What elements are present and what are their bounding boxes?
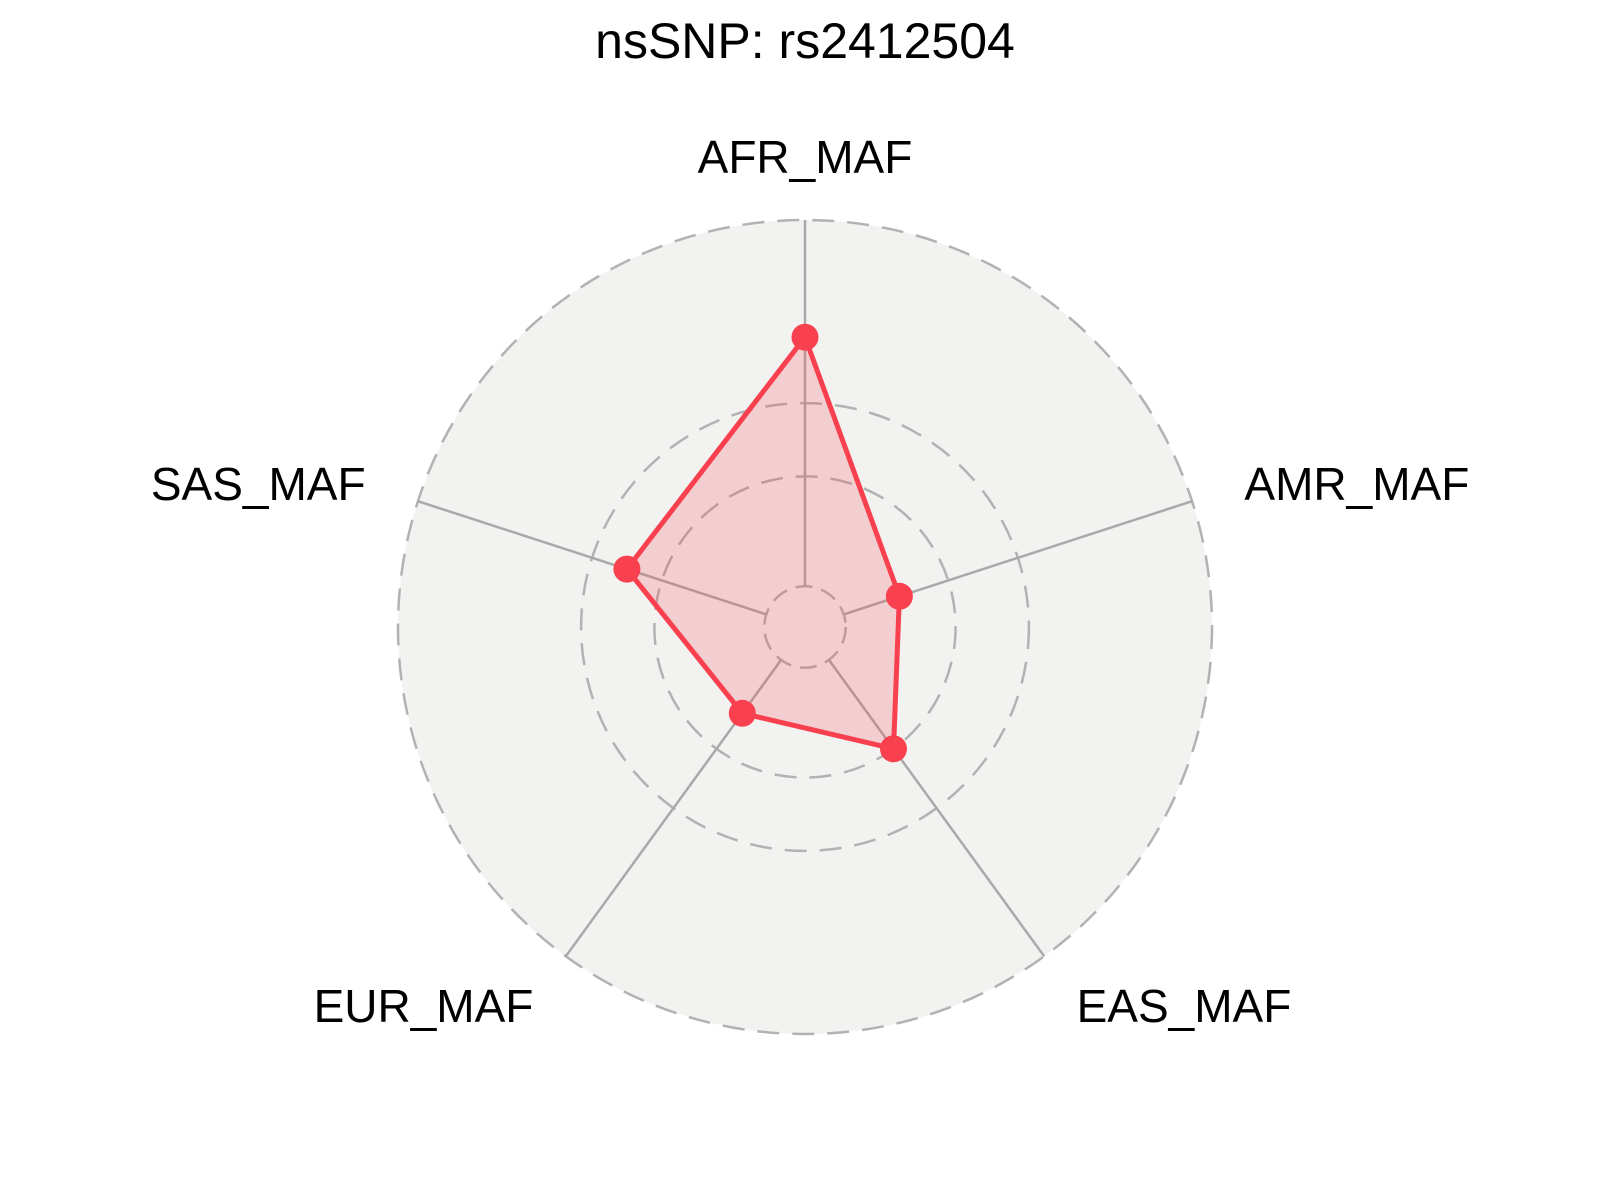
polar-plot: AFR_MAF AMR_MAF EAS_MAF EUR_MAF SAS_MAF [151, 131, 1469, 1036]
chart-title: nsSNP: rs2412504 [595, 13, 1015, 69]
axis-label-SAS_MAF: SAS_MAF [151, 458, 366, 510]
axis-spoke-EAS_MAF [827, 659, 1046, 958]
data-point-EUR_MAF[interactable] [728, 699, 756, 727]
axis-label-EUR_MAF: EUR_MAF [314, 980, 534, 1032]
data-point-AFR_MAF[interactable] [791, 323, 819, 351]
polar-background [398, 220, 1212, 1034]
axis-spoke-SAS_MAF [417, 500, 767, 616]
data-point-EAS_MAF[interactable] [880, 735, 907, 763]
data-polygon [624, 334, 902, 752]
data-point-AMR_MAF[interactable] [885, 582, 913, 610]
axis-label-AFR_MAF: AFR_MAF [698, 131, 913, 183]
axis-label-AMR_MAF: AMR_MAF [1244, 458, 1469, 510]
axis-label-EAS_MAF: EAS_MAF [1077, 980, 1292, 1032]
data-point-SAS_MAF[interactable] [613, 555, 641, 583]
outer-grid-circle [396, 218, 1214, 1036]
